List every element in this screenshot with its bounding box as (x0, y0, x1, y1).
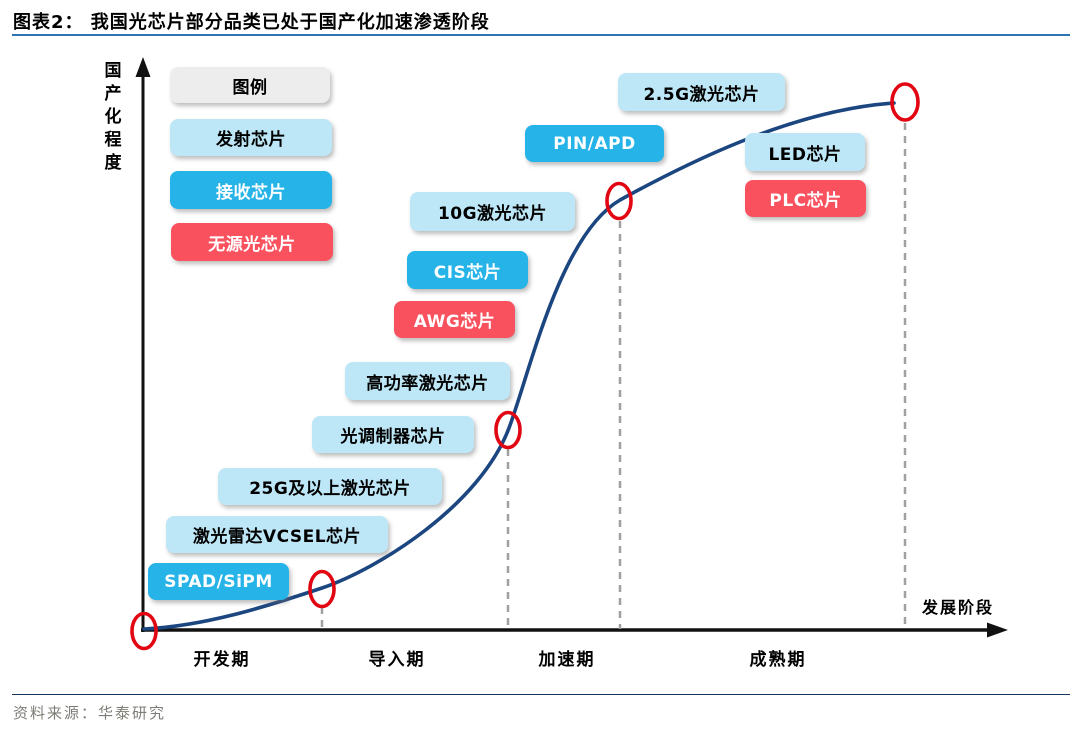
footer-divider (12, 694, 1070, 695)
stage-label-development: 开发期 (193, 650, 251, 670)
chip-box-plc: PLC芯片 (745, 180, 866, 217)
chip-box-lidar-vcsel: 激光雷达VCSEL芯片 (166, 516, 388, 553)
chip-box-high-power-laser: 高功率激光芯片 (345, 362, 510, 400)
milestone-circle-origin (130, 611, 158, 651)
figure-title: 图表2： 我国光芯片部分品类已处于国产化加速渗透阶段 (13, 12, 490, 33)
legend-item-receiver: 接收芯片 (170, 171, 332, 209)
legend-item-passive: 无源光芯片 (171, 223, 333, 261)
chip-box-25g-laser: 25G及以上激光芯片 (218, 468, 442, 505)
chip-box-led: LED芯片 (745, 133, 865, 171)
title-divider (12, 34, 1070, 36)
milestone-circle-2 (494, 410, 522, 450)
chip-box-awg: AWG芯片 (394, 301, 515, 338)
chip-box-2-5g-laser: 2.5G激光芯片 (618, 73, 785, 111)
legend-item-transmitter: 发射芯片 (170, 119, 332, 156)
chip-box-cis: CIS芯片 (407, 251, 528, 289)
chip-box-optical-modulator: 光调制器芯片 (312, 416, 474, 453)
x-axis-label: 发展阶段 (922, 598, 995, 617)
x-axis-arrow-icon (987, 622, 1008, 638)
stage-label-maturity: 成熟期 (749, 650, 807, 670)
y-axis-arrow-icon (135, 57, 151, 77)
milestone-circle-1 (308, 569, 336, 609)
chip-box-spad-sipm: SPAD/SiPM (148, 563, 289, 600)
milestone-circle-3 (605, 181, 633, 221)
stage-label-introduction: 导入期 (368, 650, 426, 670)
source-note: 资料来源：华泰研究 (13, 704, 167, 722)
s-curve (142, 101, 896, 631)
chip-box-pin-apd: PIN/APD (525, 125, 664, 162)
y-axis-label: 国产化程度 (104, 61, 122, 173)
milestone-circle-4 (890, 82, 920, 122)
stage-label-acceleration: 加速期 (538, 650, 596, 670)
chip-box-10g-laser: 10G激光芯片 (410, 192, 575, 231)
legend-title-box: 图例 (170, 67, 330, 103)
